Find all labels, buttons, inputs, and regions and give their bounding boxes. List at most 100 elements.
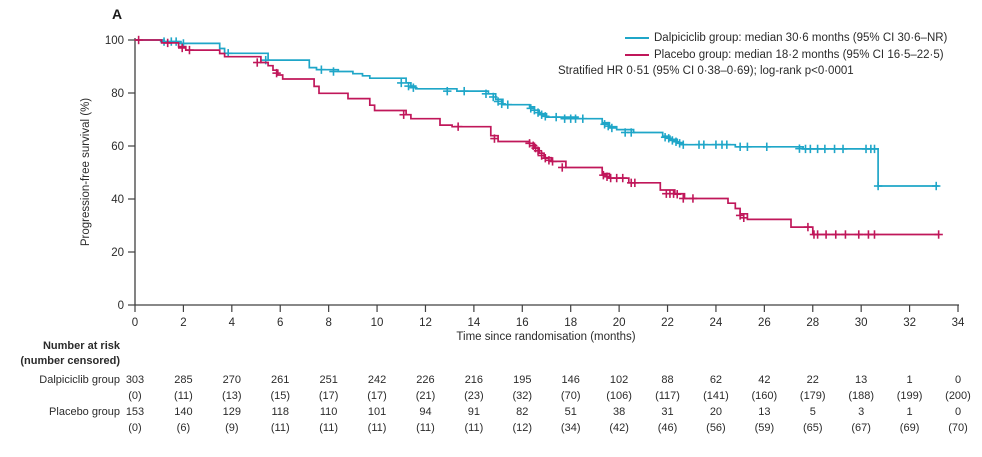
risk-count-cell: 0 xyxy=(954,406,962,418)
risk-censored-cell: (13) xyxy=(222,390,242,402)
risk-censored-cell: (11) xyxy=(464,422,484,434)
risk-censored-cell: (15) xyxy=(270,390,291,402)
risk-censored-cell: (56) xyxy=(706,422,726,434)
x-tick-label: 34 xyxy=(952,317,965,329)
risk-count-cell: 13 xyxy=(758,406,771,418)
x-tick-label: 26 xyxy=(758,317,771,329)
x-tick-label: 22 xyxy=(661,317,674,329)
risk-censored-cell: (32) xyxy=(512,390,533,402)
risk-count-cell: 101 xyxy=(367,406,387,418)
risk-count-cell: 216 xyxy=(464,374,484,386)
risk-count-cell: 0 xyxy=(954,374,962,386)
risk-censored-cell: (6) xyxy=(176,422,191,434)
legend-row-placebo: Placebo group: median 18·2 months (95% C… xyxy=(558,47,947,64)
legend: Dalpiciclib group: median 30·6 months (9… xyxy=(558,30,947,80)
risk-count-cell: 51 xyxy=(564,406,577,418)
risk-count-cell: 153 xyxy=(125,406,145,418)
x-tick-label: 32 xyxy=(903,317,916,329)
risk-censored-cell: (11) xyxy=(319,422,339,434)
risk-count-cell: 5 xyxy=(809,406,816,418)
x-tick-label: 16 xyxy=(516,317,529,329)
risk-count-cell: 1 xyxy=(906,374,913,386)
risk-count-cell: 88 xyxy=(661,374,674,386)
x-axis-title: Time since randomisation (months) xyxy=(456,331,636,343)
risk-count-cell: 1 xyxy=(906,406,913,418)
y-tick-label: 40 xyxy=(111,194,124,206)
risk-censored-cell: (160) xyxy=(751,390,778,402)
risk-count-cell: 91 xyxy=(467,406,480,418)
risk-censored-cell: (70) xyxy=(948,422,968,434)
x-tick-label: 28 xyxy=(806,317,819,329)
risk-row-label-dalpiciclib: Dalpiciclib group xyxy=(39,374,120,386)
risk-count-cell: 42 xyxy=(758,374,771,386)
risk-censored-cell: (69) xyxy=(899,422,920,434)
risk-count-cell: 129 xyxy=(222,406,241,418)
risk-count-cell: 110 xyxy=(319,406,338,418)
x-tick-label: 4 xyxy=(229,317,236,329)
risk-censored-cell: (59) xyxy=(754,422,775,434)
risk-count-cell: 270 xyxy=(222,374,241,386)
x-tick-label: 12 xyxy=(419,317,432,329)
risk-censored-cell: (17) xyxy=(367,390,387,402)
panel-label: A xyxy=(112,6,123,22)
risk-censored-cell: (67) xyxy=(851,422,871,434)
risk-censored-cell: (117) xyxy=(655,390,680,402)
x-tick-label: 30 xyxy=(855,317,868,329)
risk-count-cell: 118 xyxy=(271,406,289,418)
risk-count-cell: 31 xyxy=(661,406,674,418)
risk-count-cell: 20 xyxy=(709,406,723,418)
x-tick-label: 2 xyxy=(180,317,186,329)
x-tick-label: 8 xyxy=(325,317,331,329)
risk-header-line1: Number at risk xyxy=(42,340,120,352)
risk-count-cell: 38 xyxy=(612,406,626,418)
risk-censored-cell: (11) xyxy=(174,390,193,402)
risk-censored-cell: (70) xyxy=(560,390,581,402)
risk-censored-cell: (34) xyxy=(560,422,581,434)
risk-count-cell: 226 xyxy=(416,374,435,386)
risk-censored-cell: (23) xyxy=(464,390,484,402)
risk-count-cell: 94 xyxy=(419,406,432,418)
risk-count-cell: 285 xyxy=(174,374,193,386)
risk-count-cell: 146 xyxy=(561,374,580,386)
risk-count-cell: 303 xyxy=(125,374,145,386)
risk-censored-cell: (42) xyxy=(609,422,629,434)
x-tick-label: 18 xyxy=(564,317,577,329)
risk-censored-cell: (21) xyxy=(415,390,436,402)
risk-censored-cell: (199) xyxy=(896,390,923,402)
risk-censored-cell: (200) xyxy=(945,390,971,402)
y-tick-label: 60 xyxy=(111,141,124,153)
risk-count-cell: 102 xyxy=(609,374,629,386)
x-tick-label: 10 xyxy=(371,317,384,329)
legend-swatch-dalpiciclib xyxy=(625,37,649,40)
x-tick-label: 0 xyxy=(132,317,138,329)
risk-censored-cell: (106) xyxy=(606,390,632,402)
legend-label-placebo: Placebo group: median 18·2 months (95% C… xyxy=(654,48,944,61)
risk-censored-cell: (179) xyxy=(799,390,826,402)
risk-censored-cell: (188) xyxy=(848,390,875,402)
risk-censored-cell: (141) xyxy=(703,390,729,402)
legend-row-dalpiciclib: Dalpiciclib group: median 30·6 months (9… xyxy=(558,30,947,47)
risk-censored-cell: (9) xyxy=(225,422,239,434)
y-tick-label: 20 xyxy=(111,247,124,259)
risk-censored-cell: (11) xyxy=(270,422,290,434)
risk-count-cell: 82 xyxy=(516,406,529,418)
risk-censored-cell: (46) xyxy=(657,422,678,434)
risk-count-cell: 261 xyxy=(271,374,290,386)
risk-count-cell: 251 xyxy=(319,374,338,386)
risk-censored-cell: (0) xyxy=(128,422,142,434)
risk-censored-cell: (11) xyxy=(367,422,387,434)
risk-count-cell: 3 xyxy=(858,406,865,418)
y-tick-label: 0 xyxy=(118,300,124,312)
risk-count-cell: 242 xyxy=(367,374,387,386)
legend-label-dalpiciclib: Dalpiciclib group: median 30·6 months (9… xyxy=(654,32,948,44)
risk-censored-cell: (65) xyxy=(802,422,823,434)
legend-swatch-placebo xyxy=(625,53,649,56)
risk-count-cell: 22 xyxy=(806,374,819,386)
risk-censored-cell: (11) xyxy=(416,422,435,434)
x-tick-label: 20 xyxy=(613,317,626,329)
x-tick-label: 14 xyxy=(467,317,480,329)
risk-count-cell: 62 xyxy=(709,374,723,386)
